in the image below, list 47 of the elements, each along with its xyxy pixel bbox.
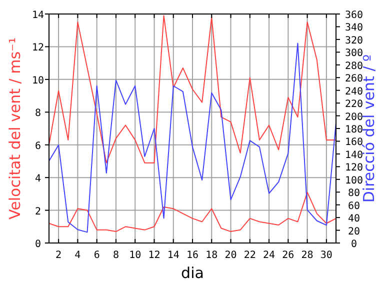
x-tick-label: 14 [167,250,180,261]
y2-tick-label: 200 [344,112,364,123]
y2-tick-label: 20 [348,226,360,238]
y2-tick-label: 60 [348,200,360,212]
y2-tick-label: 0 [350,239,358,250]
x-tick-label: 18 [206,250,218,261]
x-tick-label: 2 [56,250,62,261]
x-tick-label: 28 [301,250,314,261]
x-tick-label: 10 [129,250,142,261]
y2-tick-label: 260 [344,74,364,85]
y2-tick-label: 300 [344,48,364,60]
y2-tick-label: 80 [348,188,360,200]
x-tick-label: 16 [186,250,199,261]
line-series [48,42,336,233]
y-tick-label: 2 [34,206,42,218]
y2-tick-label: 280 [344,60,364,72]
y2-tick-label: 240 [344,86,364,98]
x-tick-label: 20 [224,250,237,261]
x-tick-label: 30 [320,250,332,261]
y-tick-label: 4 [34,174,42,185]
y2-tick-label: 120 [344,162,364,174]
y-tick-label: 10 [32,75,44,86]
x-tick-label: 4 [74,250,81,261]
y2-tick-label: 320 [344,35,364,46]
y-axis-title: Velocitat del vent / ms⁻¹ [6,38,24,220]
y2-tick-label: 40 [348,214,360,225]
y-tick-label: 12 [32,42,44,54]
y-tick-label: 14 [32,10,44,21]
x-tick-label: 12 [148,250,160,261]
y2-tick-label: 140 [344,150,364,161]
line-series [48,192,336,232]
y2-tick-label: 100 [344,175,364,186]
y2-tick-label: 220 [344,99,364,110]
y-tick-label: 0 [34,239,42,250]
x-tick-label: 6 [94,250,100,261]
y2-tick-label: 360 [344,10,364,21]
y2-tick-label: 180 [344,124,364,136]
y2-tick-label: 160 [344,137,364,148]
line-series [48,15,336,164]
x-tick-label: 26 [282,250,294,261]
x-axis-title: dia [181,264,204,282]
x-tick-label: 8 [112,250,119,261]
y-tick-label: 6 [34,140,42,152]
x-tick-label: 24 [263,250,276,261]
x-tick-label: 22 [244,250,256,261]
y-tick-label: 8 [34,108,42,120]
y2-tick-label: 340 [344,22,364,34]
